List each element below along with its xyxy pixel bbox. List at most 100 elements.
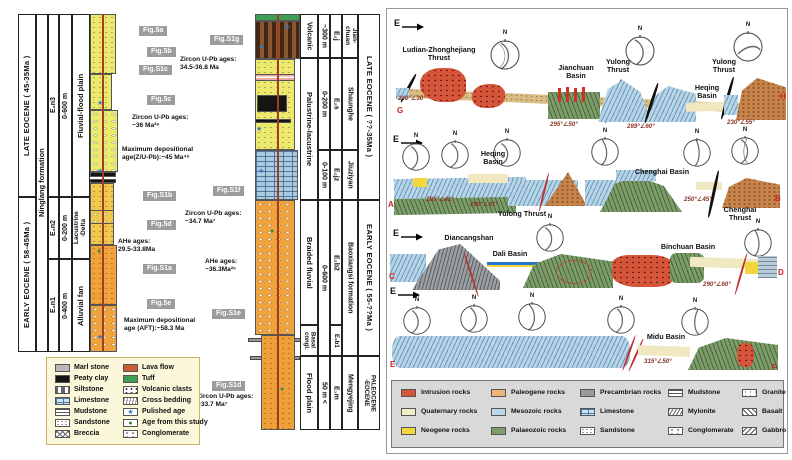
lith-coal-bed-thin <box>255 119 291 123</box>
legend-label: Siltstone <box>74 386 104 393</box>
facies-palustrine-lacustrine: Palustrine-lacustrine <box>300 58 318 200</box>
fig-label-s1f: Fig.S1f <box>213 186 245 196</box>
fig-label-5c: Fig.5c <box>147 95 176 105</box>
fig-label-s1c: Fig.S1c <box>139 65 172 75</box>
formation-shaunghe: Shaunghe <box>342 58 358 150</box>
bedding-measurement: 230°∠55° <box>727 119 755 126</box>
swatch-intrusion-rocks <box>401 389 416 397</box>
legend-label: Paleogene rocks <box>511 389 566 396</box>
bedding-measurement: 315°∠50° <box>644 358 672 365</box>
section-endpoint-G: G <box>397 106 404 115</box>
lith-pink-bed <box>255 74 295 81</box>
ninglang-formation-cell: Ninglang formation <box>36 14 48 352</box>
published-age-star: ★ <box>97 100 104 107</box>
legend-label: Peaty clay <box>74 375 109 382</box>
stereonet-plot <box>683 137 711 167</box>
stereonet: N <box>399 297 435 342</box>
stereonet-plot <box>493 137 521 167</box>
yulong-thrust-label-3: Yulong Thrust <box>497 209 547 218</box>
thickness-0-600: 0-600 m <box>59 14 72 197</box>
bedding-measurement: 250°∠45° <box>684 196 712 203</box>
jianchuan-basin-label: Jianchuan Basin <box>558 63 594 81</box>
unit-e1m: E₁m <box>330 356 342 430</box>
stereonet-north-label: N <box>602 128 608 134</box>
swatch-paleogene-rocks <box>491 389 506 397</box>
mesozoic-block <box>758 256 777 278</box>
stereonet: N <box>730 22 766 69</box>
annotation-mda-58: Maximum depositional age (AFT):~58.3 Ma <box>124 317 196 332</box>
legend-label: Lava flow <box>142 364 174 371</box>
epoch-early-eocene-left: EARLY EOCENE ( 58-45Ma ) <box>18 197 36 352</box>
stereonet-north-label: N <box>452 131 458 137</box>
annotation-zircon-337: Zircon U-Pb ages: ~33.7 Ma⁷ <box>197 393 254 408</box>
stereonet-north-label: N <box>692 298 698 304</box>
stereonet: N <box>487 30 523 77</box>
stereonet: N <box>456 295 492 340</box>
facies-fluvial-flood-plain: Fluvial-flood plain <box>72 14 90 197</box>
facies-alluvial-fan: Alluvial fan <box>72 259 90 352</box>
thickness-0-400: 0-400 m <box>59 259 72 352</box>
thickness-0-200: 0-200 m <box>59 197 72 259</box>
quaternary-basin-fill <box>696 182 722 190</box>
thickness-300: ~300 m <box>318 14 330 58</box>
swatch-sandstone <box>55 419 70 427</box>
lith-yellow-2 <box>90 74 112 110</box>
stereonet-north-label: N <box>413 133 419 139</box>
lith-braided-orange <box>255 200 295 335</box>
mesozoic-unit <box>390 254 426 282</box>
fig-label-s1a: Fig.S1a <box>143 264 176 274</box>
red-dashed-outline <box>556 260 592 284</box>
section-endpoint-B: B <box>775 194 781 203</box>
legend-label: Sandstone <box>600 427 635 434</box>
stereonet-north-label: N <box>637 26 643 32</box>
stereonet-north-label: N <box>618 296 624 302</box>
fig-label-5e: Fig.5e <box>147 299 176 309</box>
formation-jianchuan: Jian- chuan <box>342 14 358 58</box>
legend-label: Palaeozoic rocks <box>511 427 567 434</box>
swatch-peaty-clay <box>55 375 70 383</box>
east-direction-label: E <box>393 134 400 144</box>
section-endpoint-D: D <box>778 268 784 277</box>
annotation-zircon-36: Zircon U-Pb ages: ~36 Ma²⁶ <box>132 114 189 129</box>
legend-label: Limestone <box>74 397 110 404</box>
formation-mengyejing: Mengyejing <box>342 356 358 430</box>
formation-baoxiangsi: Baoxiangsi formation <box>342 200 358 356</box>
legend-label: Quaternary rocks <box>421 408 478 415</box>
quaternary-basin-fill <box>468 174 508 183</box>
stereonet: N <box>727 127 763 172</box>
legend-label: Intrusion rocks <box>421 389 471 396</box>
measured-section-line-mid <box>277 14 279 430</box>
dali-basin-label: Dali Basin <box>492 249 528 258</box>
intrusion-body <box>612 255 674 287</box>
yulong-thrust-label-2: Yulong Thrust <box>712 57 736 75</box>
thickness-0-600-mid: 0-600 m <box>318 200 330 356</box>
facies-volcanic: Volcanic <box>300 14 318 58</box>
swatch-lava-flow <box>123 364 138 372</box>
this-study-dot-icon: ● <box>123 419 138 427</box>
swatch-palaeozoic-rocks <box>491 427 506 435</box>
legend-label: Limestone <box>600 408 634 415</box>
legend-label: Age from this study <box>142 419 208 426</box>
bedding-measurement: 290°∠41° <box>470 201 498 208</box>
stereonet-plot <box>536 222 564 252</box>
legend-label: Conglomerate <box>142 430 190 437</box>
stereonet-plot <box>490 39 520 70</box>
this-study-age-dot: ● <box>270 228 275 235</box>
thickness-50m: 50 m < <box>318 356 330 430</box>
facies-lacustrine-delta: Lacustrine -Delta <box>72 197 90 259</box>
annotation-mda-45: Maximum depositional age(Z/U-Pb):~45 Ma⁴… <box>122 146 194 161</box>
unit-e2j: E₂j <box>330 14 342 58</box>
legend-label: Marl stone <box>74 364 110 371</box>
swatch-mudstone-right <box>668 389 683 397</box>
stereonet-plot <box>733 31 763 62</box>
stereonet-north-label: N <box>414 297 420 303</box>
annotation-ahe-29: AHe ages: 29.5-33.8Ma <box>118 238 156 253</box>
red-dyke <box>582 87 585 102</box>
section-endpoint-E: E <box>390 360 396 369</box>
legend-label: Precambrian rocks <box>600 389 662 396</box>
swatch-volcanic-clasts <box>123 386 138 394</box>
stereonet-north-label: N <box>529 293 535 299</box>
mesozoic-unit <box>396 88 409 99</box>
bedding-measurement: 290°∠60° <box>703 281 731 288</box>
lithology-legend: Marl stone Peaty clay Siltstone Limeston… <box>46 357 208 445</box>
